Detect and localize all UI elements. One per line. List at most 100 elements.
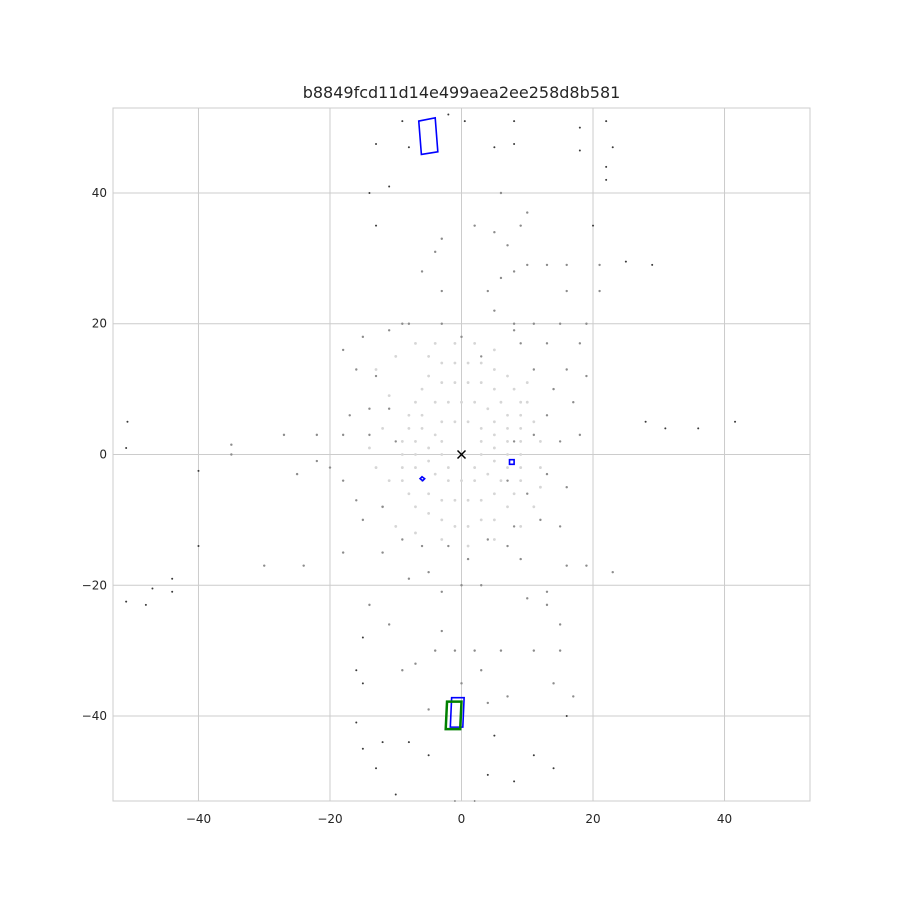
point bbox=[440, 381, 444, 384]
y-tick-label: −20 bbox=[82, 578, 107, 592]
point bbox=[446, 479, 450, 483]
point bbox=[144, 603, 147, 606]
point bbox=[446, 466, 450, 469]
point bbox=[427, 754, 430, 757]
box-bottom-green bbox=[444, 700, 463, 731]
point bbox=[512, 270, 516, 273]
point bbox=[368, 407, 371, 410]
point bbox=[230, 443, 233, 446]
point bbox=[624, 260, 627, 263]
point bbox=[375, 142, 378, 145]
point bbox=[341, 433, 345, 437]
point bbox=[499, 400, 503, 404]
point bbox=[506, 244, 509, 247]
point bbox=[453, 420, 457, 424]
point bbox=[381, 426, 384, 430]
point bbox=[605, 165, 608, 168]
point bbox=[492, 446, 496, 450]
point bbox=[407, 322, 411, 325]
point bbox=[427, 492, 431, 496]
point bbox=[519, 557, 522, 561]
point bbox=[492, 518, 496, 522]
point bbox=[427, 570, 430, 574]
point bbox=[440, 453, 444, 456]
point bbox=[433, 649, 437, 652]
point bbox=[420, 270, 424, 273]
point bbox=[315, 459, 319, 463]
point bbox=[433, 400, 437, 404]
point bbox=[513, 142, 516, 145]
point bbox=[420, 387, 424, 391]
point bbox=[572, 400, 575, 404]
point bbox=[197, 545, 200, 548]
point bbox=[493, 146, 496, 149]
point bbox=[486, 538, 490, 541]
point bbox=[361, 335, 365, 339]
point bbox=[578, 149, 581, 152]
point bbox=[479, 518, 483, 522]
point bbox=[499, 191, 503, 195]
point bbox=[585, 374, 588, 378]
point bbox=[126, 420, 129, 423]
point bbox=[407, 741, 410, 744]
point bbox=[414, 440, 417, 443]
point bbox=[427, 374, 431, 378]
point bbox=[565, 368, 568, 371]
point bbox=[420, 544, 424, 548]
point bbox=[605, 120, 608, 123]
point bbox=[368, 603, 371, 607]
point bbox=[493, 231, 496, 234]
point bbox=[585, 322, 588, 325]
point bbox=[598, 289, 601, 293]
point bbox=[440, 361, 444, 365]
point bbox=[506, 479, 509, 482]
point bbox=[394, 525, 398, 528]
point bbox=[493, 734, 496, 737]
point bbox=[479, 453, 483, 456]
point bbox=[460, 682, 463, 685]
point bbox=[401, 322, 404, 325]
point bbox=[565, 485, 568, 489]
point bbox=[460, 400, 463, 404]
point bbox=[368, 446, 371, 450]
box-top-left bbox=[417, 116, 439, 156]
point bbox=[598, 263, 601, 267]
point bbox=[368, 433, 371, 437]
point bbox=[506, 466, 509, 469]
point bbox=[519, 440, 523, 443]
point bbox=[414, 466, 417, 469]
y-tick-label: 40 bbox=[92, 186, 107, 200]
point bbox=[315, 433, 319, 437]
point bbox=[440, 498, 444, 502]
point bbox=[480, 669, 483, 672]
ego-marker-stroke bbox=[456, 449, 467, 460]
point bbox=[407, 426, 411, 430]
point bbox=[526, 263, 529, 267]
point bbox=[420, 413, 424, 417]
point bbox=[387, 623, 391, 626]
point bbox=[492, 433, 496, 437]
point bbox=[578, 433, 582, 437]
point bbox=[440, 237, 443, 240]
point bbox=[171, 590, 174, 593]
point bbox=[473, 466, 477, 469]
point bbox=[734, 420, 737, 423]
point bbox=[473, 479, 477, 483]
point bbox=[460, 479, 463, 483]
point bbox=[407, 577, 411, 580]
point bbox=[558, 525, 562, 528]
point bbox=[171, 577, 174, 580]
point bbox=[506, 440, 509, 443]
point bbox=[492, 348, 496, 352]
point bbox=[552, 767, 555, 770]
ego-marker bbox=[456, 449, 467, 460]
point bbox=[545, 472, 549, 476]
point bbox=[545, 263, 549, 267]
point bbox=[401, 120, 404, 123]
point bbox=[355, 499, 358, 502]
point bbox=[519, 466, 523, 469]
point bbox=[479, 426, 483, 430]
point bbox=[506, 374, 509, 378]
point bbox=[466, 544, 470, 548]
point bbox=[355, 669, 358, 672]
